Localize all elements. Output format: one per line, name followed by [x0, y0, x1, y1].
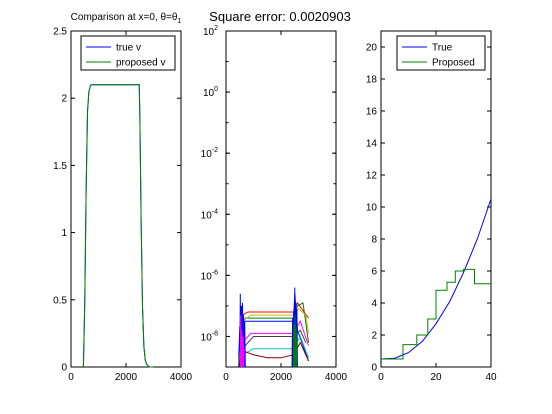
panel1-xtick-label: 2000: [115, 372, 138, 383]
panel1-series-line: [82, 84, 154, 368]
panel2-ytick-label: 100: [203, 86, 218, 99]
panel2-ytick-base: 10: [203, 27, 215, 38]
panel2-ytick-exp: 2: [214, 25, 218, 32]
panel2-ytick-label: 10-6: [201, 269, 218, 282]
panel2-ytick-base: 10: [201, 149, 213, 160]
panel2-series-group: [237, 287, 309, 367]
panel2-series-line: [237, 341, 309, 367]
panel1-xtick-label: 4000: [170, 372, 193, 383]
panel1-title-sub: 1: [177, 18, 181, 25]
panel1-title: Comparison at x=0, θ=θ1: [71, 12, 182, 25]
panel2-series-line: [237, 301, 309, 367]
panel1-ytick-label: 0.5: [53, 295, 67, 306]
panel2-series-line: [237, 308, 309, 367]
panel3-series-line: [380, 198, 492, 360]
panel3-series-line: [381, 268, 491, 360]
panel3-axes: 0 20 40 0 2 4 6 8 10 12 14 16 18 20 True Proposed: [366, 30, 497, 383]
panel3-ytick-label: 18: [366, 75, 378, 86]
panel2-series-line: [239, 315, 245, 367]
panel2-ytick-exp: -6: [212, 269, 218, 276]
panel2-xtick-label: 4000: [325, 372, 348, 383]
panel1-ytick-label: 2: [61, 94, 67, 105]
panel3-ytick-label: 4: [371, 299, 377, 310]
panel1-axes: 0 2000 4000 0 0.5 1 1.5 2 2.5 true v proposed v: [53, 27, 192, 384]
panel2-ytick-base: 10: [201, 332, 213, 343]
panel1-xtick-label: 0: [68, 372, 74, 383]
panel2-ytick-label: 102: [203, 25, 218, 38]
panel3-legend-box: [396, 35, 486, 71]
panel1-legend-box: [80, 35, 176, 71]
panel2-ytick-exp: -8: [212, 330, 218, 337]
panel3-ytick-label: 16: [366, 107, 378, 118]
panel1-ytick-label: 1: [61, 228, 67, 239]
panel1-ytick-label: 0: [61, 363, 67, 374]
panel3-ytick-label: 20: [366, 43, 378, 54]
panel2-ytick-exp: -2: [212, 147, 218, 154]
panel3-xtick-label: 0: [378, 372, 384, 383]
figure-suptitle: Square error: 0.0020903: [209, 9, 351, 24]
panel3-ytick-label: 10: [366, 203, 378, 214]
panel3-ytick-label: 0: [371, 363, 377, 374]
panel2-series-line: [292, 315, 298, 367]
panel2-xtick-label: 2000: [270, 372, 293, 383]
panel2-ytick-label: 10-4: [201, 208, 218, 221]
panel3-ytick-label: 6: [371, 267, 377, 278]
panel1-frame: [70, 30, 182, 368]
panel3-ytick-label: 8: [371, 235, 377, 246]
panel2-ytick-label: 10-8: [201, 330, 218, 343]
panel3-legend-label: True: [432, 43, 453, 54]
panel1-ytick-label: 1.5: [53, 161, 67, 172]
panel2-xtick-label: 0: [223, 372, 229, 383]
panel1-ytick-label: 2.5: [53, 27, 67, 38]
panel2-ytick-base: 10: [201, 271, 213, 282]
panel3-ytick-label: 2: [371, 331, 377, 342]
panel1-legend-label: proposed v: [116, 58, 165, 69]
panel2-ytick-exp: -4: [212, 208, 218, 215]
panel3-ytick-label: 14: [366, 139, 378, 150]
panel2-ytick-base: 10: [203, 88, 215, 99]
panel2-ytick-base: 10: [201, 210, 213, 221]
panel2-ytick-label: 10-2: [201, 147, 218, 160]
panel2-ytick-exp: 0: [214, 86, 218, 93]
panel1-legend-label: true v: [116, 43, 141, 54]
panel3-ytick-label: 12: [366, 171, 378, 182]
panel1-title-prefix: Comparison at x=0, θ=θ: [71, 12, 178, 23]
panel3-xtick-label: 20: [430, 372, 442, 383]
panel3-legend-label: Proposed: [432, 58, 475, 69]
panel3-xtick-label: 40: [485, 372, 497, 383]
